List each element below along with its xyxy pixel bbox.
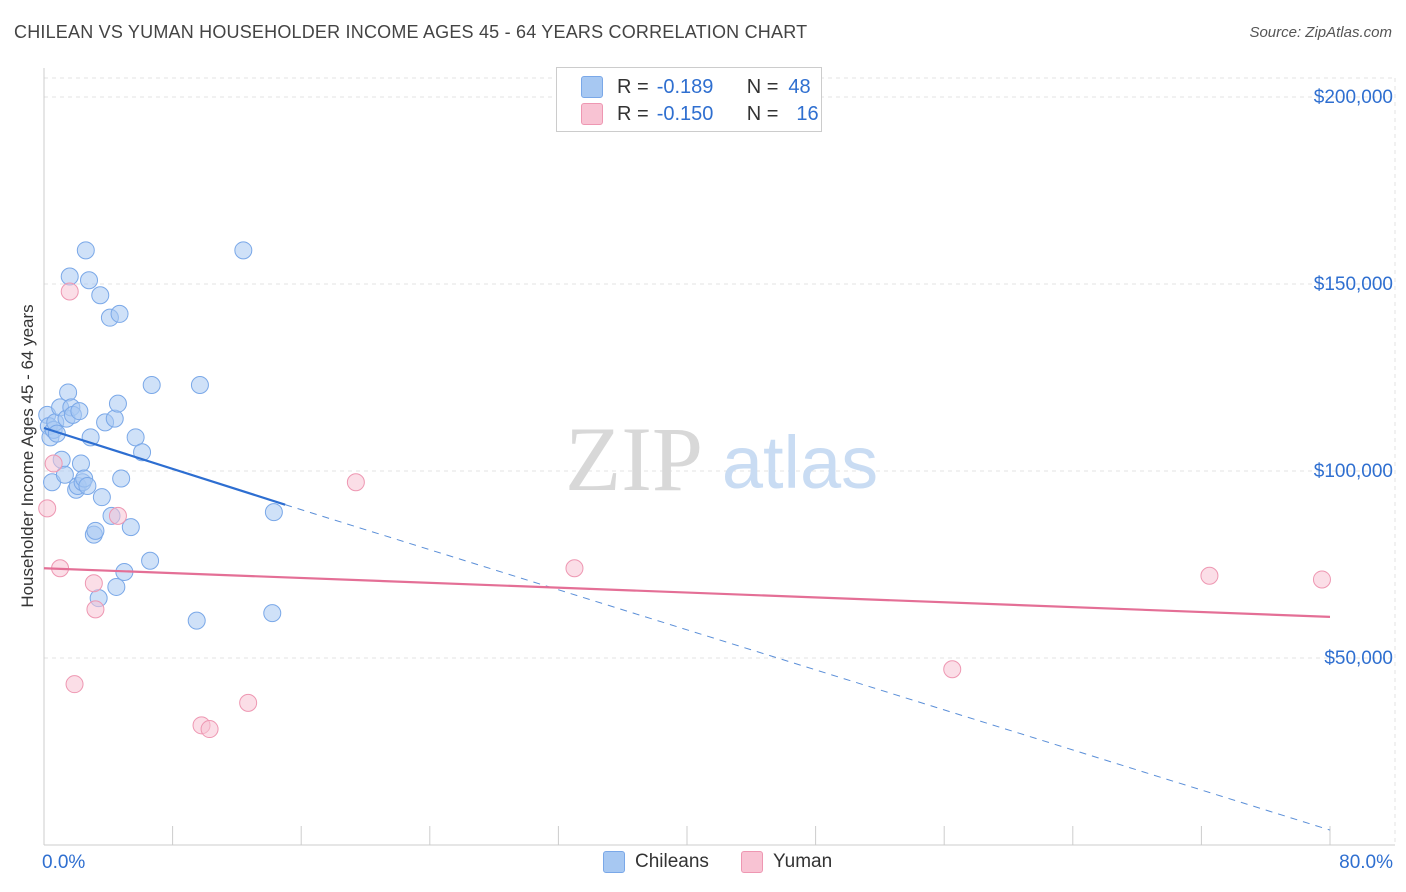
point-chileans [264,503,283,522]
trend-lines [284,504,1331,831]
point-yuman [943,660,962,679]
legend-item-chileans: Chileans [603,851,709,873]
point-yuman [84,574,103,593]
point-chileans [142,375,161,394]
point-yuman [44,454,63,473]
point-chileans [76,241,95,260]
point-chileans [234,241,253,260]
point-chileans [80,271,99,290]
point-chileans [121,518,140,537]
point-chileans [91,286,110,305]
point-yuman [108,506,127,525]
point-yuman [346,473,365,492]
r-label: R = [617,102,649,125]
x-tick-left: 0.0% [42,852,86,873]
point-chileans [47,424,66,443]
point-chileans [105,409,124,428]
point-chileans [110,304,129,323]
n-value: 48 [788,75,811,98]
n-value: 16 [796,102,819,125]
source-credit: Source: ZipAtlas.com [1249,24,1392,41]
point-chileans [263,604,282,623]
y-tick-label: $50,000 [1324,648,1393,669]
point-yuman [1200,566,1219,585]
stats-row-chileans: R = -0.189 N = 48 [581,75,811,99]
point-chileans [126,428,145,447]
stats-legend: R = -0.189 N = 48 R = -0.150 N = 16 [556,67,822,132]
stats-row-yuman: R = -0.150 N = 16 [581,102,819,126]
point-yuman [60,282,79,301]
point-chileans [141,551,160,570]
data-points [38,241,1331,739]
n-label: N = [746,75,779,98]
point-chileans [60,267,79,286]
watermark-atlas: atlas [722,421,878,504]
point-yuman [200,720,219,739]
legend-swatch-chileans [603,851,625,873]
point-chileans [108,394,127,413]
y-tick-label: $100,000 [1314,461,1393,482]
point-yuman [65,675,84,694]
point-chileans [78,476,97,495]
watermark: ZIP atlas [565,408,878,510]
legend-swatch-yuman [741,851,763,873]
point-chileans [86,521,105,540]
point-chileans [112,469,131,488]
chart-title: CHILEAN VS YUMAN HOUSEHOLDER INCOME AGES… [14,22,808,42]
trend-line-chileans-extension [284,504,1331,831]
point-yuman [86,600,105,619]
point-chileans [187,611,206,630]
r-value: -0.150 [656,102,714,125]
y-tick-label: $150,000 [1314,274,1393,295]
trend-line-yuman [43,567,1331,618]
axes [43,68,1395,846]
n-label: N = [746,102,779,125]
point-chileans [190,375,209,394]
point-yuman [38,499,57,518]
point-yuman [1312,570,1331,589]
point-yuman [565,559,584,578]
legend-swatch-chileans [581,76,603,98]
point-chileans [70,402,89,421]
legend-label-chileans: Chileans [635,851,709,872]
legend-label-yuman: Yuman [773,851,833,872]
point-chileans [55,465,74,484]
point-chileans [71,454,90,473]
watermark-zip: ZIP [565,408,703,510]
legend-swatch-yuman [581,103,603,125]
y-tick-label: $200,000 [1314,87,1393,108]
point-chileans [133,443,152,462]
y-tick-labels: $50,000 $100,000 $150,000 $200,000 [1314,87,1393,669]
point-chileans [92,488,111,507]
legend-item-yuman: Yuman [741,851,832,873]
point-yuman [239,693,258,712]
point-chileans [107,577,126,596]
r-value: -0.189 [656,75,714,98]
point-chileans [59,383,78,402]
r-label: R = [617,75,649,98]
grid-lines [44,77,1396,845]
x-tick-right: 80.0% [1339,852,1393,873]
trend-line-chileans [43,426,286,506]
